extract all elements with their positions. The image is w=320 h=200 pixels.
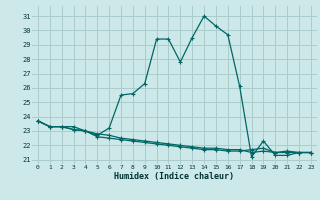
X-axis label: Humidex (Indice chaleur): Humidex (Indice chaleur) xyxy=(115,172,234,181)
